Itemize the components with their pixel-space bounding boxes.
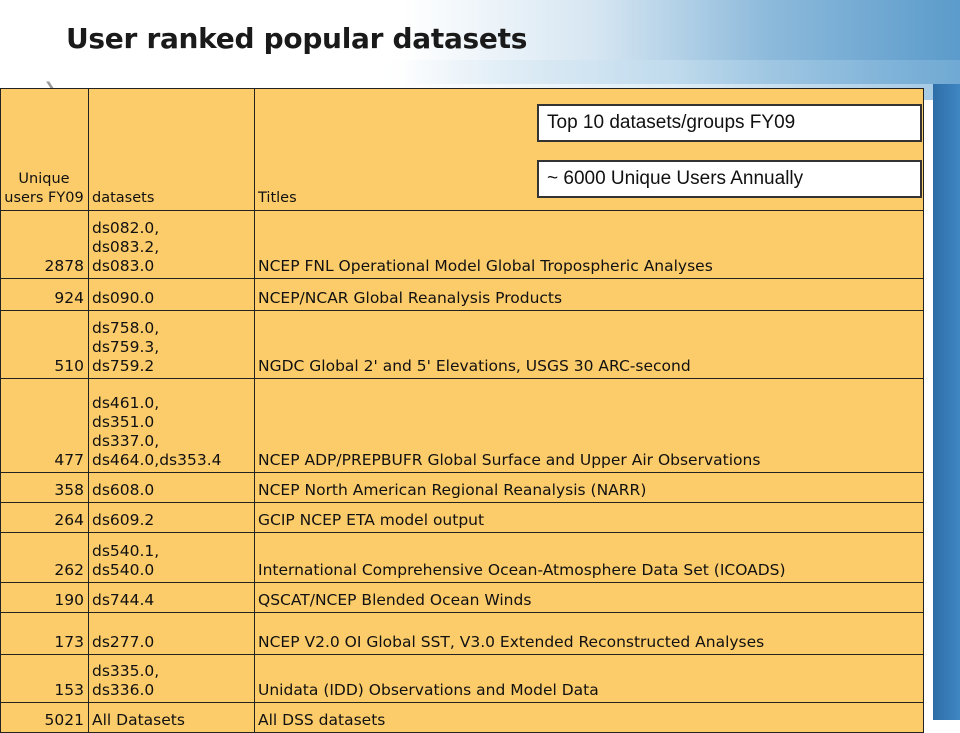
callout-unique-users: ~ 6000 Unique Users Annually xyxy=(537,160,922,198)
dataset-id: ds464.0,ds353.4 xyxy=(92,451,222,469)
cell-title: GCIP NCEP ETA model output xyxy=(254,502,924,533)
header-datasets: datasets xyxy=(88,88,255,211)
dataset-id: ds759.3, xyxy=(92,338,160,356)
dataset-id: ds609.2 xyxy=(92,511,155,529)
table-row: 2878 ds082.0, ds083.2, ds083.0 NCEP FNL Oper… xyxy=(0,210,924,279)
dataset-id: ds082.0, xyxy=(92,219,160,237)
callout-top-datasets: Top 10 datasets/groups FY09 xyxy=(537,104,922,142)
cell-unique-users: 153 xyxy=(0,654,89,703)
cell-datasets: ds609.2 xyxy=(88,502,255,533)
cell-title: NCEP North American Regional Reanalysis … xyxy=(254,472,924,503)
cell-unique-users: 173 xyxy=(0,612,89,655)
right-accent-bar xyxy=(933,84,960,720)
cell-datasets: ds608.0 xyxy=(88,472,255,503)
cell-unique-users: 510 xyxy=(0,310,89,379)
cell-title: NCEP V2.0 OI Global SST, V3.0 Extended R… xyxy=(254,612,924,655)
cell-unique-users: 924 xyxy=(0,278,89,311)
dataset-id: ds336.0 xyxy=(92,681,155,699)
table-row: 262 ds540.1, ds540.0 International Comprehe… xyxy=(0,532,924,583)
dataset-id: ds083.0 xyxy=(92,257,155,275)
cell-datasets: ds540.1, ds540.0 xyxy=(88,532,255,583)
table-row: 924 ds090.0 NCEP/NCAR Global Reanalysis Pr… xyxy=(0,278,924,311)
cell-unique-users: 262 xyxy=(0,532,89,583)
cell-title: All DSS datasets xyxy=(254,702,924,733)
dataset-id: ds351.0 xyxy=(92,413,155,431)
cell-unique-users: 477 xyxy=(0,378,89,473)
cell-title: NCEP ADP/PREPBUFR Global Surface and Upp… xyxy=(254,378,924,473)
table-row: 173 ds277.0 NCEP V2.0 OI Global SST, V3.0 … xyxy=(0,612,924,655)
cell-unique-users: 264 xyxy=(0,502,89,533)
dataset-id: ds461.0, xyxy=(92,394,160,412)
dataset-id: ds277.0 xyxy=(92,633,155,651)
cell-title: NCEP FNL Operational Model Global Tropos… xyxy=(254,210,924,279)
dataset-id: ds758.0, xyxy=(92,319,160,337)
cell-title: International Comprehensive Ocean-Atmosp… xyxy=(254,532,924,583)
cell-title: QSCAT/NCEP Blended Ocean Winds xyxy=(254,582,924,613)
dataset-id: ds608.0 xyxy=(92,481,155,499)
dataset-id: ds337.0, xyxy=(92,432,160,450)
table-row: 153 ds335.0, ds336.0 Unidata (IDD) Observat… xyxy=(0,654,924,703)
table-body: 2878 ds082.0, ds083.2, ds083.0 NCEP FNL Oper… xyxy=(0,210,924,733)
cell-unique-users: 2878 xyxy=(0,210,89,279)
dataset-id: ds083.2, xyxy=(92,238,160,256)
cell-unique-users: 358 xyxy=(0,472,89,503)
cell-unique-users: 190 xyxy=(0,582,89,613)
table-row: 190 ds744.4 QSCAT/NCEP Blended Ocean Winds xyxy=(0,582,924,613)
cell-title: NCEP/NCAR Global Reanalysis Products xyxy=(254,278,924,311)
dataset-id: ds090.0 xyxy=(92,289,155,307)
dataset-id: ds335.0, xyxy=(92,662,160,680)
cell-datasets: ds090.0 xyxy=(88,278,255,311)
slide-title: User ranked popular datasets xyxy=(66,22,528,55)
cell-datasets: ds461.0, ds351.0 ds337.0, ds464.0,ds353.4 xyxy=(88,378,255,473)
table-row: 477 ds461.0, ds351.0 ds337.0, ds464.0,ds353.… xyxy=(0,378,924,473)
table-row: 264 ds609.2 GCIP NCEP ETA model output xyxy=(0,502,924,533)
cell-datasets: All Datasets xyxy=(88,702,255,733)
cell-datasets: ds335.0, ds336.0 xyxy=(88,654,255,703)
header-unique-users: Unique users FY09 xyxy=(0,88,89,211)
dataset-id: ds744.4 xyxy=(92,591,155,609)
cell-title: Unidata (IDD) Observations and Model Dat… xyxy=(254,654,924,703)
cell-unique-users: 5021 xyxy=(0,702,89,733)
dataset-id: ds540.0 xyxy=(92,561,155,579)
dataset-id: ds540.1, xyxy=(92,542,160,560)
table-row: 510 ds758.0, ds759.3, ds759.2 NGDC Global 2'… xyxy=(0,310,924,379)
dataset-id: All Datasets xyxy=(92,711,185,729)
cell-datasets: ds744.4 xyxy=(88,582,255,613)
cell-datasets: ds277.0 xyxy=(88,612,255,655)
cell-datasets: ds082.0, ds083.2, ds083.0 xyxy=(88,210,255,279)
cell-datasets: ds758.0, ds759.3, ds759.2 xyxy=(88,310,255,379)
cell-title: NGDC Global 2' and 5' Elevations, USGS 3… xyxy=(254,310,924,379)
dataset-id: ds759.2 xyxy=(92,357,155,375)
table-row: 358 ds608.0 NCEP North American Regional R… xyxy=(0,472,924,503)
table-row: 5021 All Datasets All DSS datasets xyxy=(0,702,924,733)
